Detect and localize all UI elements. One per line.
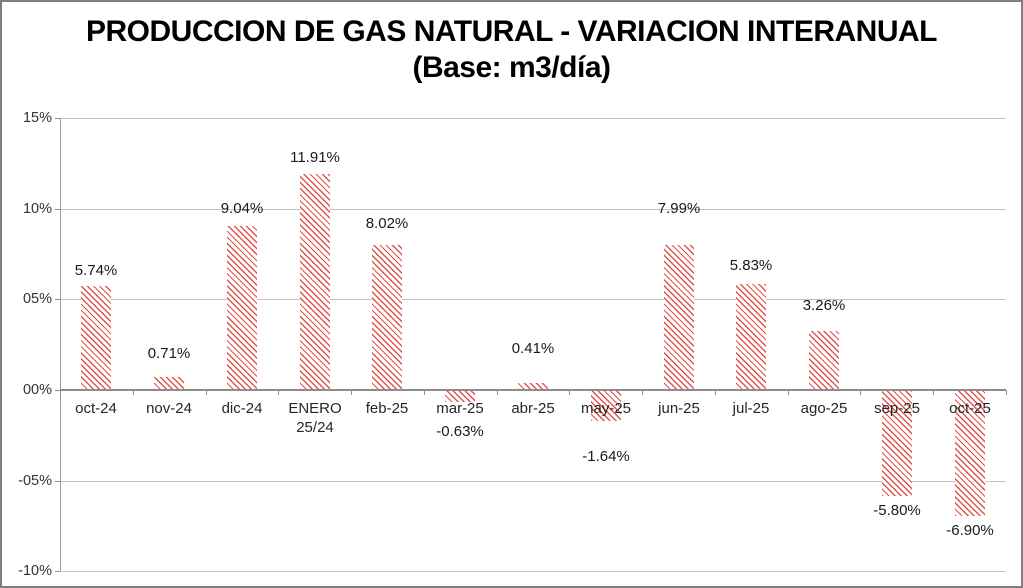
x-axis-tick (278, 390, 279, 395)
x-axis-tick (642, 390, 643, 395)
gridline--10pct (60, 571, 1006, 572)
bar-enero-25-24 (300, 174, 330, 390)
data-label-may-25: -1.64% (582, 448, 630, 465)
bar-feb-25 (372, 245, 402, 390)
chart-title-line1: PRODUCCION DE GAS NATURAL - VARIACION IN… (86, 15, 938, 48)
x-axis-label-sep-25: sep-25 (874, 400, 920, 417)
bar-ago-25 (809, 331, 839, 390)
x-axis-label-oct-24: oct-24 (75, 400, 117, 417)
x-axis-tick (497, 390, 498, 395)
bar-oct-24 (81, 286, 111, 390)
bar-dic-24 (227, 226, 257, 390)
data-label-nov-24: 0.71% (147, 345, 191, 362)
data-label-sep-25: -5.80% (873, 502, 921, 519)
y-axis-label--05pct: -05% (18, 473, 52, 489)
x-axis-label-may-25: may-25 (580, 400, 632, 417)
x-axis-tick (60, 390, 61, 395)
y-axis-tick (55, 571, 60, 572)
y-axis-tick (55, 299, 60, 300)
data-label-feb-25: 8.02% (365, 215, 409, 232)
x-axis-label-dic-24: dic-24 (221, 400, 263, 417)
bar-jul-25 (736, 284, 766, 390)
data-label-dic-24: 9.04% (220, 200, 264, 217)
data-label-jun-25: 7.99% (657, 200, 701, 217)
x-axis-tick (788, 390, 789, 395)
x-axis-label-jun-25: jun-25 (658, 400, 700, 417)
chart-title-line2: (Base: m3/día) (412, 51, 611, 84)
y-axis-line (60, 118, 61, 571)
data-label-abr-25: 0.41% (511, 340, 555, 357)
y-axis-tick (55, 481, 60, 482)
y-axis-label--10pct: -10% (18, 563, 52, 579)
x-axis-label-mar-25: mar-25 (436, 400, 484, 417)
x-axis-tick (424, 390, 425, 395)
data-label-oct-24: 5.74% (74, 262, 118, 279)
data-label-jul-25: 5.83% (729, 257, 773, 274)
x-axis-tick (933, 390, 934, 395)
y-axis-label-05pct: 05% (22, 291, 52, 307)
y-axis-label-15pct: 15% (22, 110, 52, 126)
x-axis-tick (206, 390, 207, 395)
bar-mar-25 (445, 391, 475, 402)
x-axis-tick (860, 390, 861, 395)
x-axis-label-ago-25: ago-25 (800, 400, 848, 417)
data-label-enero-25-24: 11.91% (290, 149, 340, 166)
y-axis-tick (55, 390, 60, 391)
bar-abr-25 (518, 383, 548, 390)
gridline-05pct (60, 299, 1006, 300)
gridline-15pct (60, 118, 1006, 119)
y-axis-label-10pct: 10% (22, 201, 52, 217)
bar-jun-25 (664, 245, 694, 390)
x-axis-label-nov-24: nov-24 (146, 400, 192, 417)
x-axis-tick (133, 390, 134, 395)
bar-nov-24 (154, 377, 184, 390)
gridline--05pct (60, 481, 1006, 482)
bar-sep-25 (882, 391, 912, 496)
x-axis-tick (351, 390, 352, 395)
x-axis-label-abr-25: abr-25 (511, 400, 555, 417)
gridline-10pct (60, 209, 1006, 210)
bar-may-25 (591, 391, 621, 421)
x-axis-label-oct-25: oct-25 (949, 400, 991, 417)
x-axis-zero-line (60, 389, 1006, 391)
data-label-oct-25: -6.90% (946, 522, 994, 539)
x-axis-label-feb-25: feb-25 (365, 400, 409, 417)
x-axis-tick (1006, 390, 1007, 395)
x-axis-label-enero-25-24: ENERO 25/24 (288, 400, 342, 436)
x-axis-label-jul-25: jul-25 (732, 400, 770, 417)
x-axis-tick (715, 390, 716, 395)
y-axis-tick (55, 118, 60, 119)
data-label-ago-25: 3.26% (802, 297, 846, 314)
data-label-mar-25: -0.63% (436, 423, 484, 440)
chart-title: PRODUCCION DE GAS NATURAL - VARIACION IN… (2, 14, 1021, 86)
bar-oct-25 (955, 391, 985, 516)
x-axis-tick (569, 390, 570, 395)
y-axis-tick (55, 209, 60, 210)
y-axis-label-00pct: 00% (22, 382, 52, 398)
